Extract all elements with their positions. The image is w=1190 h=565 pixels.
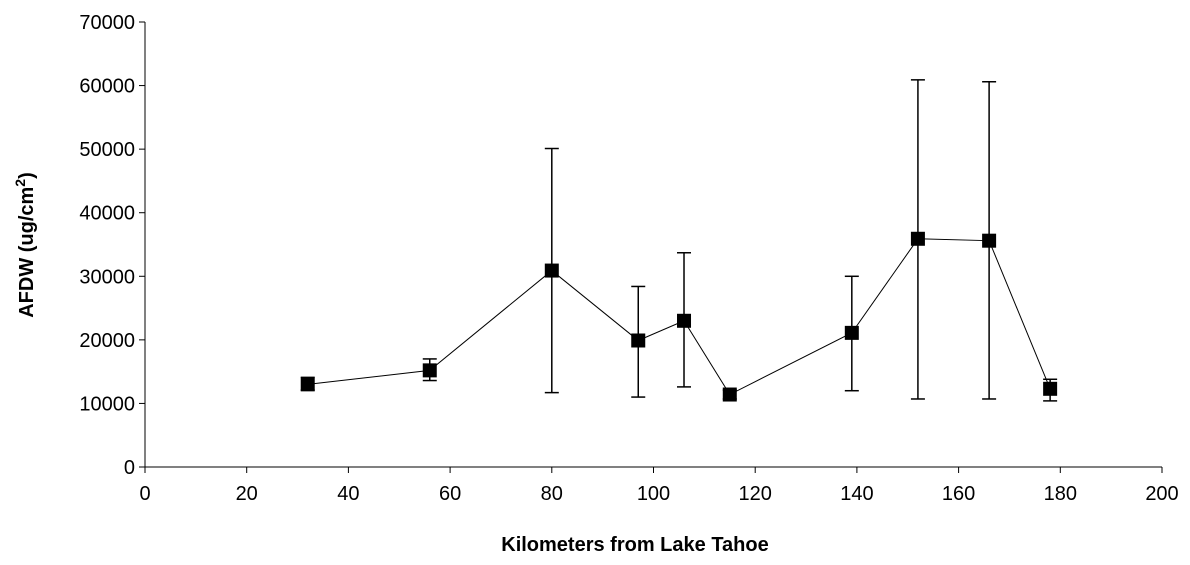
x-tick-label: 120 — [739, 483, 772, 505]
y-axis-title: AFDW (ug/cm2) — [12, 172, 38, 318]
x-tick-label: 160 — [942, 483, 975, 505]
y-tick-label: 20000 — [79, 330, 135, 352]
data-point-marker — [677, 313, 692, 328]
data-point-marker — [300, 377, 315, 392]
y-tick-label: 30000 — [79, 266, 135, 288]
x-tick-label: 40 — [337, 483, 359, 505]
y-tick-label: 70000 — [79, 12, 135, 34]
x-axis-title: Kilometers from Lake Tahoe — [501, 534, 768, 556]
x-tick-label: 60 — [439, 483, 461, 505]
data-point-marker — [722, 387, 737, 402]
data-point-marker — [844, 325, 859, 340]
x-tick-label: 100 — [637, 483, 670, 505]
plot-area: 0 10000 20000 30000 40000 50000 60000 70000 0 20 4… — [79, 12, 1178, 505]
data-point-marker — [422, 363, 437, 378]
data-point-marker — [1043, 381, 1058, 396]
x-tick-label: 0 — [139, 483, 150, 505]
y-tick-label: 50000 — [79, 139, 135, 161]
x-tick-label: 140 — [840, 483, 873, 505]
y-tick-label: 40000 — [79, 203, 135, 225]
data-point-marker — [982, 233, 997, 248]
data-point-marker — [631, 333, 646, 348]
y-tick-label: 60000 — [79, 76, 135, 98]
data-point-marker — [910, 231, 925, 246]
x-tick-label: 80 — [541, 483, 563, 505]
x-tick-label: 20 — [236, 483, 258, 505]
y-tick-label: 10000 — [79, 393, 135, 415]
x-tick-label: 180 — [1044, 483, 1077, 505]
series-line — [307, 238, 1051, 396]
x-tick-label: 200 — [1145, 483, 1178, 505]
data-point-marker — [544, 263, 559, 278]
y-tick-label: 0 — [124, 457, 135, 479]
